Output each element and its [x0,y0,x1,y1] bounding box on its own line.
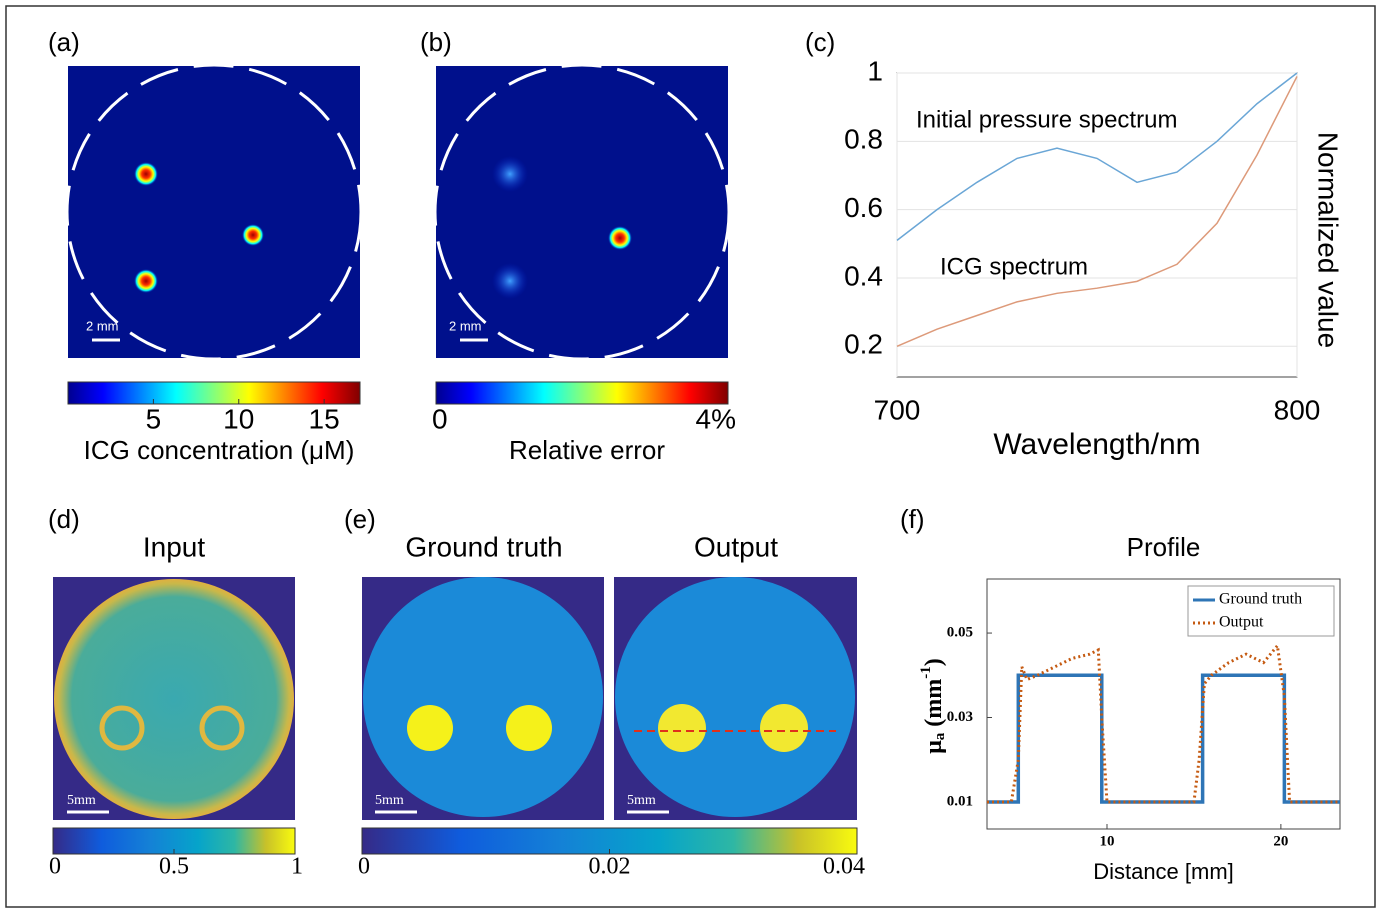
scale-bar-label: 2 mm [86,318,119,333]
colorbar-tick-label: 0.02 [589,854,631,880]
image-title: Ground truth [405,531,562,562]
image-a: 2 mm [65,63,363,361]
x-tick-label: 800 [1274,394,1321,425]
y-tick-label: 0.03 [947,709,973,725]
annotation: Initial pressure spectrum [916,106,1177,133]
colorbar-tick-label: 0.04 [823,854,865,880]
colorbar-label: Relative error [509,435,665,465]
colorbar-tick-label: 15 [309,403,340,434]
colorbar [435,381,729,405]
panel-label: (d) [48,504,80,534]
image-e: 5mm 5mm [362,577,857,820]
x-axis-label: Wavelength/nm [993,428,1200,461]
y-tick-label: 1 [867,55,883,86]
y-axis-label-part: ) [921,658,947,666]
y-axis-label-part: -1 [918,666,934,679]
colorbar-tick-label: 5 [146,403,162,434]
figure-border [5,5,1376,908]
chart-title: Profile [1127,532,1201,562]
series-line [896,76,1298,347]
colorbar-tick-label: 1 [291,854,303,880]
x-tick-label: 700 [874,394,921,425]
legend-label: Output [1219,614,1264,631]
colorbar-tick-label: 4% [696,403,736,434]
y-tick-label: 0.4 [844,260,883,291]
y-axis-label-part: μ [921,740,947,754]
y-tick-label: 0.6 [844,192,883,223]
image-d: 5mm [53,577,295,820]
panel-label: (c) [805,27,835,57]
scale-bar-label: 5mm [375,793,404,808]
panel-label: (b) [420,27,452,57]
scale-bar-label: 2 mm [449,318,482,333]
y-axis-label-part: (mm [921,679,947,733]
image-title: Output [694,531,778,562]
legend-label: Ground truth [1219,591,1302,608]
colorbar-tick-label: 0 [49,854,61,880]
colorbar-label: ICG concentration (μM) [84,435,355,465]
scale-bar-label: 5mm [67,793,96,808]
y-axis-label: Normalized value [1313,132,1344,348]
panel-label: (e) [344,504,376,534]
y-tick-label: 0.05 [947,624,973,640]
y-axis-label: μa (mm-1) [918,658,948,754]
x-tick-label: 10 [1099,833,1114,849]
panel-label: (f) [900,504,925,534]
colorbar-tick-label: 0 [358,854,370,880]
x-tick-label: 20 [1273,833,1288,849]
panel-label: (a) [48,27,80,57]
colorbar-tick-label: 0.5 [159,854,189,880]
series-line [896,72,1298,241]
x-axis-label: Distance [mm] [1093,859,1234,884]
legend-box [1187,585,1335,637]
image-b: 2 mm [433,63,731,361]
colorbar [67,381,361,405]
scale-bar-label: 5mm [627,793,656,808]
image-title: Input [143,531,205,562]
colorbar-tick-label: 0 [432,403,448,434]
colorbar-tick-label: 10 [223,403,254,434]
y-tick-label: 0.2 [844,329,883,360]
series-line [987,673,1340,804]
annotation: ICG spectrum [940,253,1088,280]
y-tick-label: 0.01 [947,793,973,809]
plot-area [896,72,1298,378]
y-tick-label: 0.8 [844,124,883,155]
y-axis-label-part: a [932,732,948,740]
